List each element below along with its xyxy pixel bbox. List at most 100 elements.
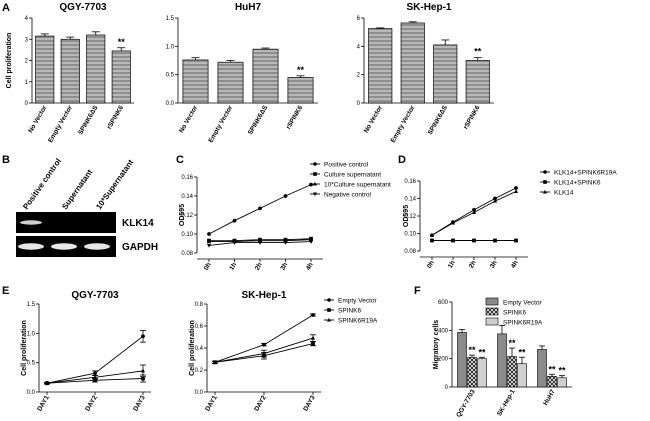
y-tick-label: 0.16	[404, 179, 416, 185]
significance-mark: **	[548, 364, 556, 374]
data-point	[261, 351, 267, 356]
chart-title: QGY-7703	[59, 2, 107, 13]
y-tick-label: 0.16	[181, 175, 193, 181]
legend-label: SPINK6	[503, 310, 527, 317]
data-point	[141, 334, 145, 339]
data-point	[471, 210, 477, 215]
data-point	[513, 189, 519, 194]
blot-strip-klk14	[16, 212, 116, 233]
significance-mark: **	[508, 338, 516, 348]
x-category-label: rSPINK6	[462, 104, 481, 130]
legend-marker	[313, 192, 317, 197]
data-point	[232, 241, 237, 245]
significance-mark: **	[558, 366, 566, 376]
data-point	[310, 335, 316, 340]
bar	[497, 333, 507, 388]
y-tick-label: 2	[25, 59, 29, 65]
x-category-label: rSPINK6	[106, 104, 125, 130]
bar	[86, 34, 106, 104]
chart-c-od595: 0.08 0.10 0.12 0.14 0.16 OD595 0h 1h 2h 3h 4h Posit…	[179, 161, 391, 271]
y-tick-label: 0.08	[404, 249, 416, 255]
y-tick-label: 400	[438, 328, 449, 334]
legend-marker	[313, 162, 317, 166]
y-axis-title: Cell proliferation	[21, 320, 28, 376]
x-tick-label: DAY2	[253, 394, 268, 412]
y-tick-label: 0	[25, 101, 29, 107]
panel-label-a: A	[2, 2, 10, 14]
legend-marker	[327, 298, 331, 302]
x-tick-label: 1h	[447, 259, 457, 269]
bar	[182, 59, 209, 104]
y-tick-label: 0.10	[404, 232, 416, 238]
bar	[537, 349, 547, 388]
chart-a2-huh7: HuH7 0.0 0.5 1.0 1.5 No Vector Empty Vector SPI…	[166, 2, 318, 144]
data-point	[308, 240, 314, 244]
y-tick-label: 0.5	[166, 73, 175, 79]
x-tick-label: 1h	[228, 261, 238, 271]
legend-label: 10*Culture supernatant	[324, 181, 391, 188]
data-point	[472, 238, 476, 243]
y-tick-label: 0.8	[195, 302, 204, 308]
blot-lane-label: Supernatant	[60, 167, 94, 211]
legend-label: SPINK6R19A	[338, 317, 378, 324]
chart-e2-skhep1: SK-Hep-1 0.0 0.2 0.4 0.6 0.8 Cell proliferatio…	[189, 290, 378, 413]
bar	[60, 38, 80, 104]
y-tick-label: 0.4	[195, 346, 204, 352]
legend-label: SPINK6R19A	[503, 320, 543, 327]
y-tick-label: 0.12	[404, 214, 416, 220]
y-axis-title: Cell proliferation	[6, 33, 13, 89]
y-tick-label: 600	[438, 300, 449, 306]
y-tick-label: 0	[357, 101, 361, 107]
legend-marker	[313, 181, 317, 186]
significance-mark: **	[118, 37, 126, 47]
y-tick-label: 0.0	[195, 390, 204, 396]
data-point	[514, 238, 518, 243]
y-tick-label: 1.5	[27, 302, 36, 308]
significance-mark: **	[297, 65, 305, 75]
bar	[507, 356, 517, 388]
bar	[557, 377, 567, 388]
x-category-label: SPINK6ΔS	[77, 104, 100, 136]
y-tick-label: 0.10	[181, 232, 193, 238]
bar	[287, 77, 314, 104]
y-axis-title: OD595	[179, 204, 186, 226]
blot-lane-label: 10*Supernatant	[94, 158, 135, 212]
data-point	[92, 375, 98, 379]
x-tick-label: DAY1	[204, 394, 219, 412]
legend-marker	[543, 189, 547, 194]
bar	[517, 363, 527, 388]
data-point	[283, 241, 288, 245]
blot-lane-label: Positive control	[21, 157, 63, 211]
chart-d-od595: 0.08 0.10 0.12 0.14 0.16 OD595 0h 1h 2h 3h 4h KLK14…	[403, 169, 617, 269]
y-tick-label: 6	[357, 16, 361, 22]
x-category-label: SPINK6ΔS	[247, 104, 270, 136]
x-tick-label: DAY3	[132, 394, 147, 412]
legend-swatch	[485, 307, 499, 316]
bar	[400, 22, 425, 104]
x-category-label: Empty Vector	[207, 104, 234, 144]
y-tick-label: 0	[445, 385, 449, 391]
y-tick-label: 4	[357, 44, 361, 50]
panel-label-c: C	[176, 154, 184, 166]
y-tick-label: 0.14	[181, 194, 193, 200]
x-category-label: QGY-7703	[455, 388, 477, 418]
significance-mark: **	[474, 47, 482, 57]
legend-label: KLK14+SPINK6R19A	[554, 169, 617, 176]
data-point	[258, 206, 262, 211]
x-category-label: Empty Vector	[390, 104, 417, 144]
legend-label: Culture supernatant	[324, 171, 381, 178]
y-tick-label: 0.6	[195, 324, 204, 330]
significance-mark: **	[468, 345, 476, 355]
data-point	[206, 239, 212, 244]
y-axis-title: Migratory cells	[433, 320, 440, 370]
bar	[111, 50, 131, 104]
data-point	[206, 243, 212, 248]
x-tick-label: 2h	[468, 259, 478, 269]
y-tick-label: 0.2	[195, 368, 204, 374]
x-category-label: No Vector	[363, 104, 384, 134]
data-point	[257, 241, 263, 245]
legend-swatch	[485, 317, 499, 326]
bar	[368, 28, 393, 104]
